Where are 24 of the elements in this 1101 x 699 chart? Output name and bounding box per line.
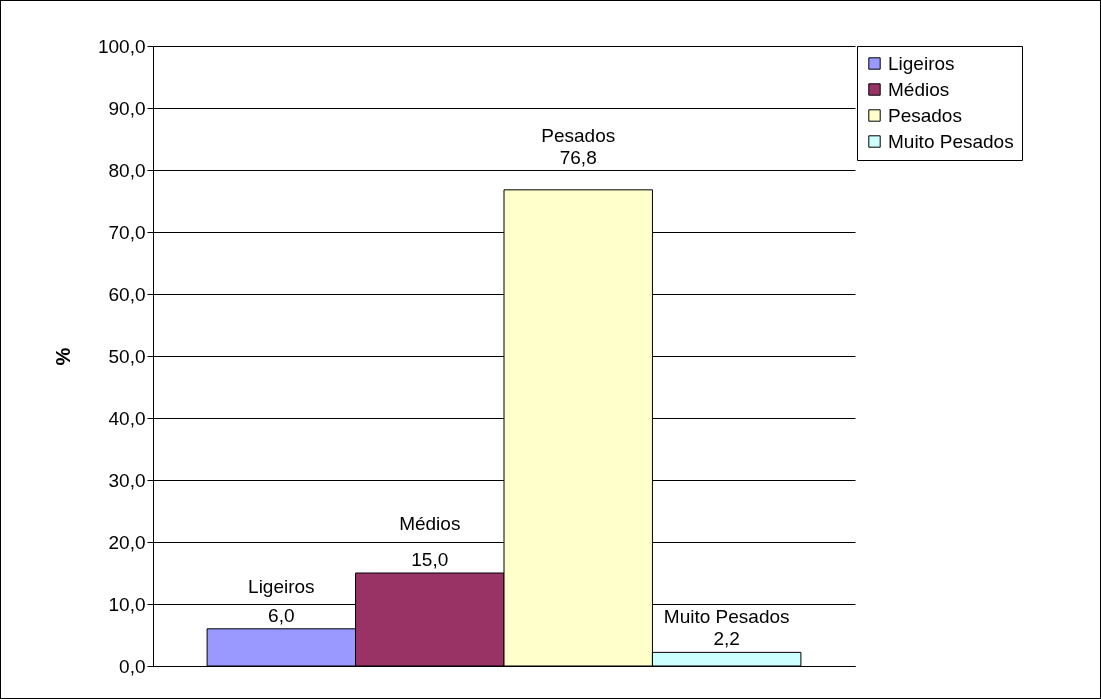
y-tick-label: 30,0 (108, 469, 146, 491)
legend-label: Pesados (888, 104, 962, 126)
y-tick-label: 90,0 (108, 97, 146, 119)
data-label: 15,0 (411, 549, 449, 570)
text: Pesados (541, 124, 616, 146)
y-tick-label: 40,0 (108, 407, 146, 429)
text: Médios (399, 513, 461, 534)
text: Ligeiros (248, 575, 315, 597)
y-tick-label: 50,0 (108, 345, 146, 367)
legend-label: Muito Pesados (888, 130, 1014, 152)
y-tick-label: 20,0 (108, 531, 146, 553)
y-tick-label: 80,0 (108, 159, 146, 181)
y-tick-label: 60,0 (108, 283, 146, 305)
y-tick-label: 0,0 (119, 655, 146, 677)
legend-label: Ligeiros (888, 52, 955, 74)
text: Muito Pesados (663, 606, 790, 628)
y-tick-label: 10,0 (108, 593, 146, 615)
y-tick-label: 100,0 (97, 35, 146, 57)
data-label: 76,8 (559, 146, 597, 168)
data-label: 6,0 (268, 604, 295, 626)
y-tick-label: 70,0 (108, 221, 146, 243)
legend-label: Médios (888, 78, 950, 100)
data-label: 2,2 (713, 628, 740, 650)
y-axis-title: % (51, 347, 74, 366)
